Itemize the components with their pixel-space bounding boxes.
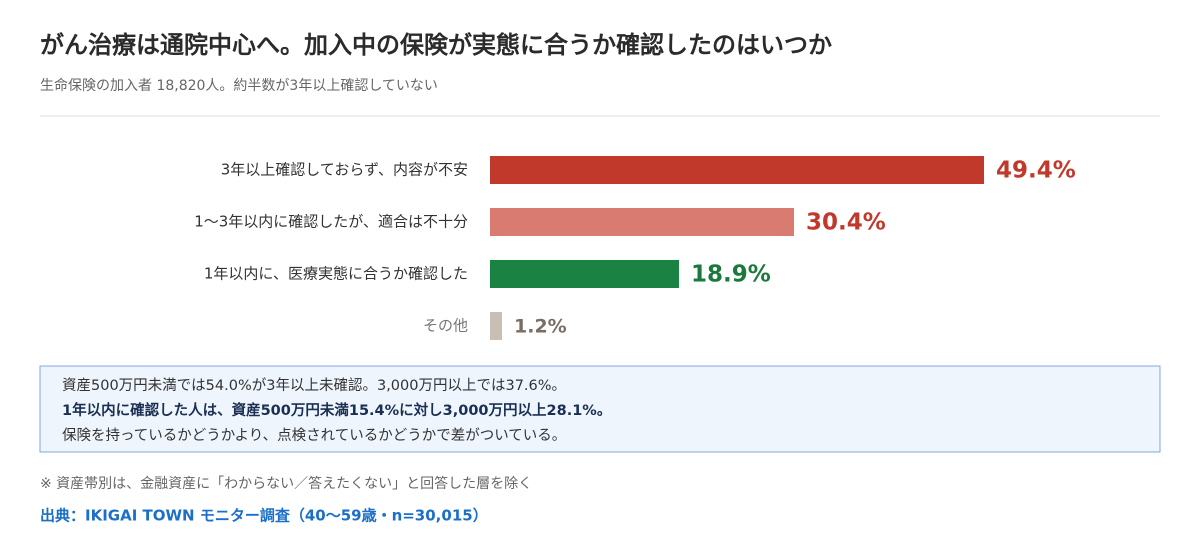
note-line: 資産500万円未満では54.0%が3年以上未確認。3,000万円以上では37.6… xyxy=(62,377,566,394)
note-line: 保険を持っているかどうかより、点検されているかどうかで差がついている。 xyxy=(62,427,566,444)
bar xyxy=(490,208,794,236)
source: 出典：IKIGAI TOWN モニター調査（40〜59歳・n=30,015） xyxy=(40,507,488,525)
note-box xyxy=(39,365,1161,453)
footnote: ※ 資産帯別は、金融資産に「わからない／答えたくない」と回答した層を除く xyxy=(40,475,532,492)
bar xyxy=(490,260,679,288)
value-label: 30.4% xyxy=(806,210,886,236)
category-label: 1年以内に、医療実態に合うか確認した xyxy=(204,265,468,283)
chart-subtitle: 生命保険の加入者 18,820人。約半数が3年以上確認していない xyxy=(40,77,438,94)
bar xyxy=(490,156,984,184)
value-label: 1.2% xyxy=(514,316,567,338)
note-line: 1年以内に確認した人は、資産500万円未満15.4%に対し3,000万円以上28… xyxy=(62,401,611,419)
category-label: その他 xyxy=(423,317,468,335)
value-label: 49.4% xyxy=(996,158,1076,184)
category-label: 1〜3年以内に確認したが、適合は不十分 xyxy=(194,213,468,231)
category-label: 3年以上確認しておらず、内容が不安 xyxy=(221,161,468,179)
chart-title: がん治療は通院中心へ。加入中の保険が実態に合うか確認したのはいつか xyxy=(40,31,832,59)
value-label: 18.9% xyxy=(691,262,771,288)
bar xyxy=(490,312,502,340)
